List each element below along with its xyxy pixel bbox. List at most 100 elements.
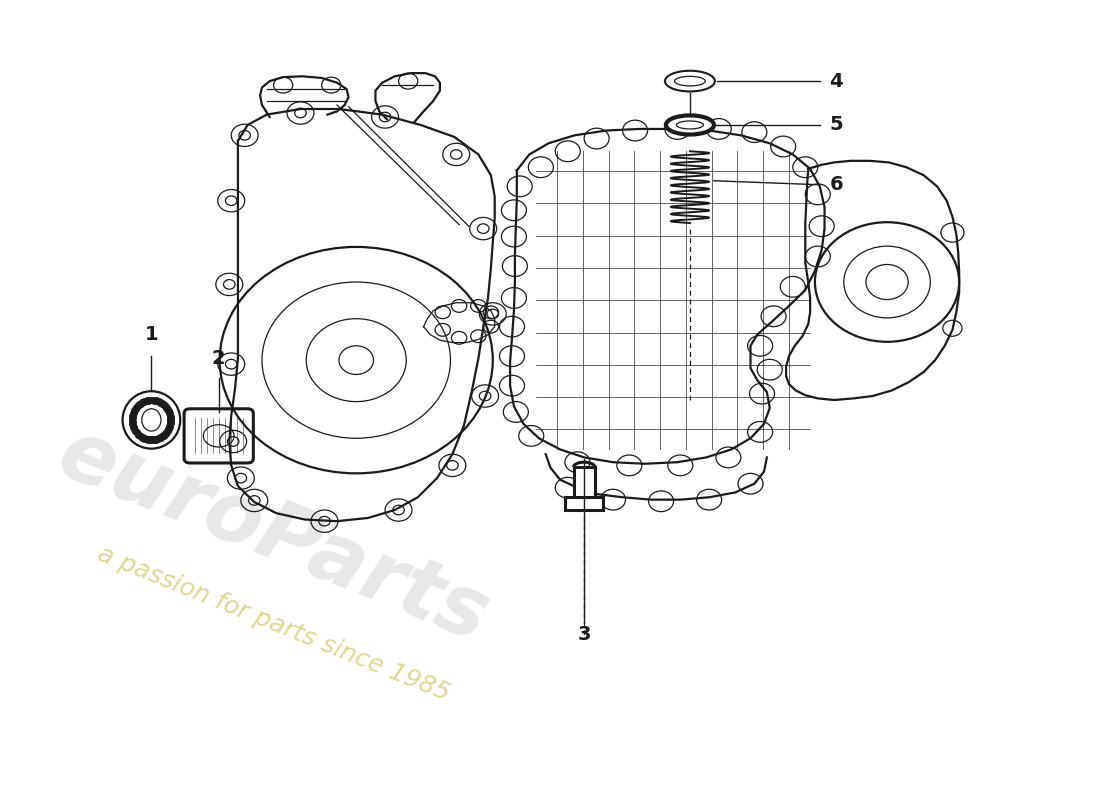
Point bbox=[128, 426, 145, 439]
Point bbox=[152, 396, 169, 409]
Point bbox=[160, 427, 177, 440]
Point bbox=[160, 422, 177, 435]
Point bbox=[154, 430, 172, 442]
Point bbox=[126, 429, 144, 442]
Point bbox=[161, 408, 178, 421]
Point bbox=[148, 433, 166, 446]
Point bbox=[130, 402, 147, 414]
Text: 3: 3 bbox=[578, 625, 591, 644]
Point bbox=[124, 402, 142, 414]
Point bbox=[157, 404, 175, 417]
Point bbox=[125, 411, 143, 424]
Point bbox=[126, 410, 144, 422]
Point bbox=[155, 398, 173, 411]
Point bbox=[133, 434, 151, 446]
Point bbox=[157, 430, 175, 442]
Point bbox=[144, 396, 162, 409]
Point bbox=[130, 396, 147, 409]
Point bbox=[158, 406, 176, 419]
Point bbox=[125, 401, 143, 414]
Point bbox=[161, 420, 178, 433]
Point bbox=[150, 432, 167, 445]
Point bbox=[130, 428, 147, 441]
Point bbox=[125, 415, 143, 428]
Point bbox=[129, 404, 146, 417]
Point bbox=[153, 427, 170, 440]
Point bbox=[160, 400, 177, 413]
Point bbox=[126, 408, 144, 421]
Point bbox=[157, 402, 175, 414]
Point bbox=[125, 423, 143, 436]
Point bbox=[143, 431, 161, 444]
Point bbox=[126, 407, 144, 420]
Point bbox=[128, 430, 145, 442]
Point bbox=[138, 394, 155, 407]
Point bbox=[161, 406, 178, 419]
Point bbox=[152, 430, 169, 443]
Point bbox=[121, 411, 139, 424]
Point bbox=[155, 398, 173, 411]
Point bbox=[129, 396, 146, 409]
Point bbox=[161, 425, 178, 438]
Point bbox=[152, 428, 169, 441]
Point bbox=[145, 434, 163, 446]
Point bbox=[150, 392, 167, 405]
Point bbox=[128, 405, 145, 418]
Point bbox=[150, 430, 167, 442]
Point bbox=[158, 428, 176, 441]
Point bbox=[158, 407, 176, 420]
Point bbox=[151, 429, 168, 442]
Point bbox=[156, 427, 174, 440]
Point bbox=[160, 426, 177, 439]
Point bbox=[121, 414, 139, 426]
Point bbox=[160, 404, 177, 417]
Point bbox=[141, 431, 158, 444]
Point bbox=[158, 402, 176, 415]
Point bbox=[161, 407, 178, 420]
Point bbox=[158, 429, 176, 442]
Point bbox=[162, 409, 179, 422]
Point bbox=[133, 394, 151, 406]
Point bbox=[155, 429, 173, 442]
Point bbox=[141, 394, 158, 406]
Point bbox=[122, 406, 140, 418]
Point bbox=[123, 404, 141, 417]
Point bbox=[140, 431, 157, 444]
Point bbox=[129, 404, 146, 417]
Point bbox=[124, 407, 142, 420]
Point bbox=[153, 433, 170, 446]
Point bbox=[136, 435, 154, 448]
Point bbox=[126, 420, 144, 433]
Point bbox=[158, 398, 176, 411]
Point bbox=[126, 406, 144, 419]
Point bbox=[122, 408, 140, 421]
Text: euroParts: euroParts bbox=[46, 413, 500, 658]
Point bbox=[122, 418, 140, 431]
Point bbox=[158, 419, 176, 432]
Point bbox=[150, 393, 167, 406]
Point bbox=[151, 429, 168, 442]
Point bbox=[148, 397, 166, 410]
Point bbox=[162, 403, 179, 416]
Point bbox=[162, 412, 179, 425]
Point bbox=[164, 412, 182, 425]
Point bbox=[142, 434, 160, 446]
Point bbox=[156, 428, 174, 441]
Point bbox=[121, 417, 139, 430]
Point bbox=[140, 436, 157, 449]
Point bbox=[144, 434, 162, 446]
Point bbox=[153, 400, 170, 413]
Point bbox=[135, 395, 153, 408]
Point bbox=[126, 417, 144, 430]
Point bbox=[131, 398, 149, 410]
Point bbox=[139, 430, 156, 443]
Point bbox=[156, 396, 174, 409]
Point bbox=[123, 414, 141, 427]
Point bbox=[122, 407, 140, 420]
Point bbox=[144, 391, 162, 404]
Point bbox=[145, 434, 163, 446]
Point bbox=[132, 427, 150, 440]
Point bbox=[161, 406, 178, 418]
Point bbox=[152, 434, 169, 446]
Point bbox=[162, 414, 179, 427]
